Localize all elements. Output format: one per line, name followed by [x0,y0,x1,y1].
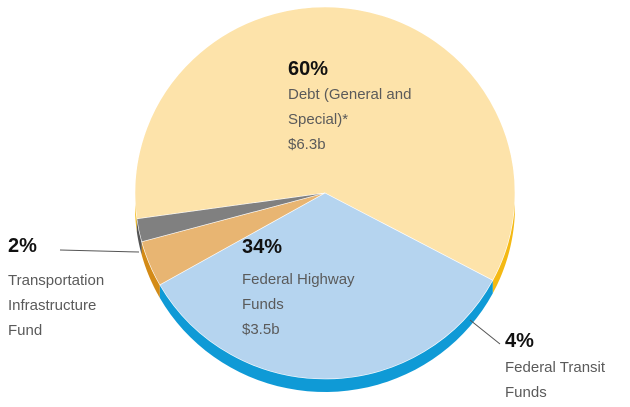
category-label: Transportation Infrastructure Fund [8,272,105,339]
category-label: Debt (General and Special)* [288,86,412,128]
slice-side [136,218,142,255]
slice [134,6,516,281]
leader-line [469,319,501,345]
value-label: 4% [505,330,534,352]
value-label: 2% [8,235,37,257]
category-label: Federal Highway Funds [242,271,355,313]
category-label: Federal Transit Funds [505,359,606,401]
slice-side [141,241,160,298]
amount-label: $6.3b [288,136,326,153]
amount-label: $3.5b [242,321,280,338]
value-label: 60% [288,58,329,80]
slice [159,192,494,380]
slice-side [159,280,493,392]
slice-side [492,193,515,294]
slice [136,192,326,243]
value-label: 34% [242,236,283,258]
leader-line [59,249,140,253]
